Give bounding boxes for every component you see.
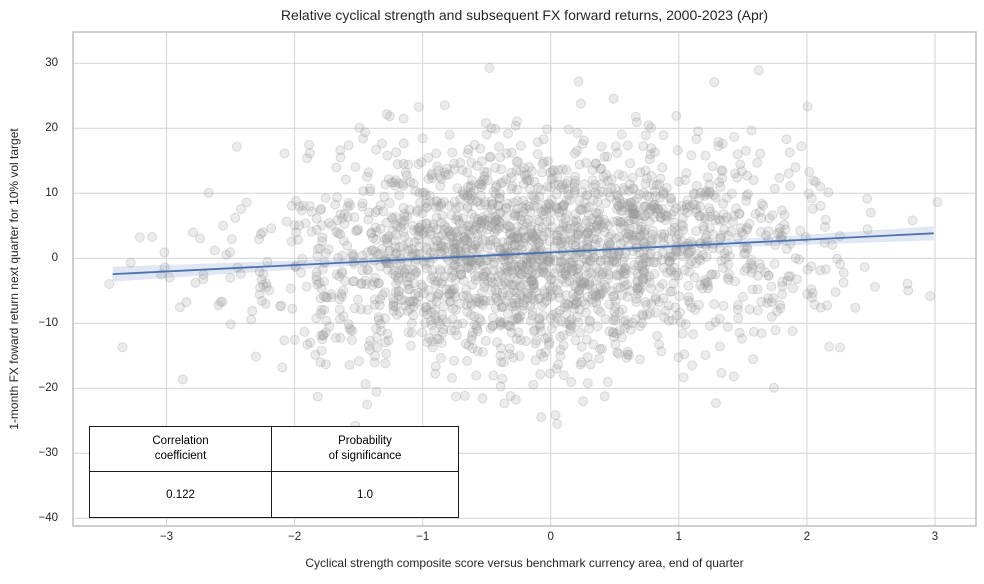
y-tick-label: 20 — [45, 122, 58, 135]
y-tick-label: 10 — [45, 187, 58, 200]
significance-value-cell: 1.0 — [271, 471, 459, 518]
x-tick-label: 1 — [675, 531, 683, 543]
y-tick-label: 0 — [51, 252, 58, 265]
y-tick-label: −10 — [38, 317, 58, 330]
y-tick-label: −40 — [38, 512, 58, 525]
x-tick-label: 3 — [931, 531, 939, 543]
regression-line — [112, 232, 934, 276]
y-tick-label: −30 — [38, 447, 58, 460]
x-tick-label: −2 — [288, 531, 302, 543]
x-axis-label: Cyclical strength composite score versus… — [305, 556, 744, 570]
stats-table: Correlation coefficient Probability of s… — [89, 426, 459, 518]
correlation-header-cell: Correlation coefficient — [89, 426, 272, 472]
x-tick-label: −1 — [416, 531, 430, 543]
x-tick-label: 2 — [803, 531, 811, 543]
scatter-points — [104, 63, 943, 459]
x-tick-label: 0 — [547, 531, 554, 543]
significance-header-cell: Probability of significance — [271, 426, 459, 472]
x-tick-label: −3 — [159, 531, 174, 543]
plot-border — [72, 31, 977, 527]
y-tick-label: 30 — [45, 57, 58, 70]
correlation-value-cell: 0.122 — [89, 471, 272, 518]
chart-title: Relative cyclical strength and subsequen… — [280, 7, 769, 23]
y-tick-label: −20 — [38, 382, 58, 395]
gridlines — [73, 32, 976, 526]
